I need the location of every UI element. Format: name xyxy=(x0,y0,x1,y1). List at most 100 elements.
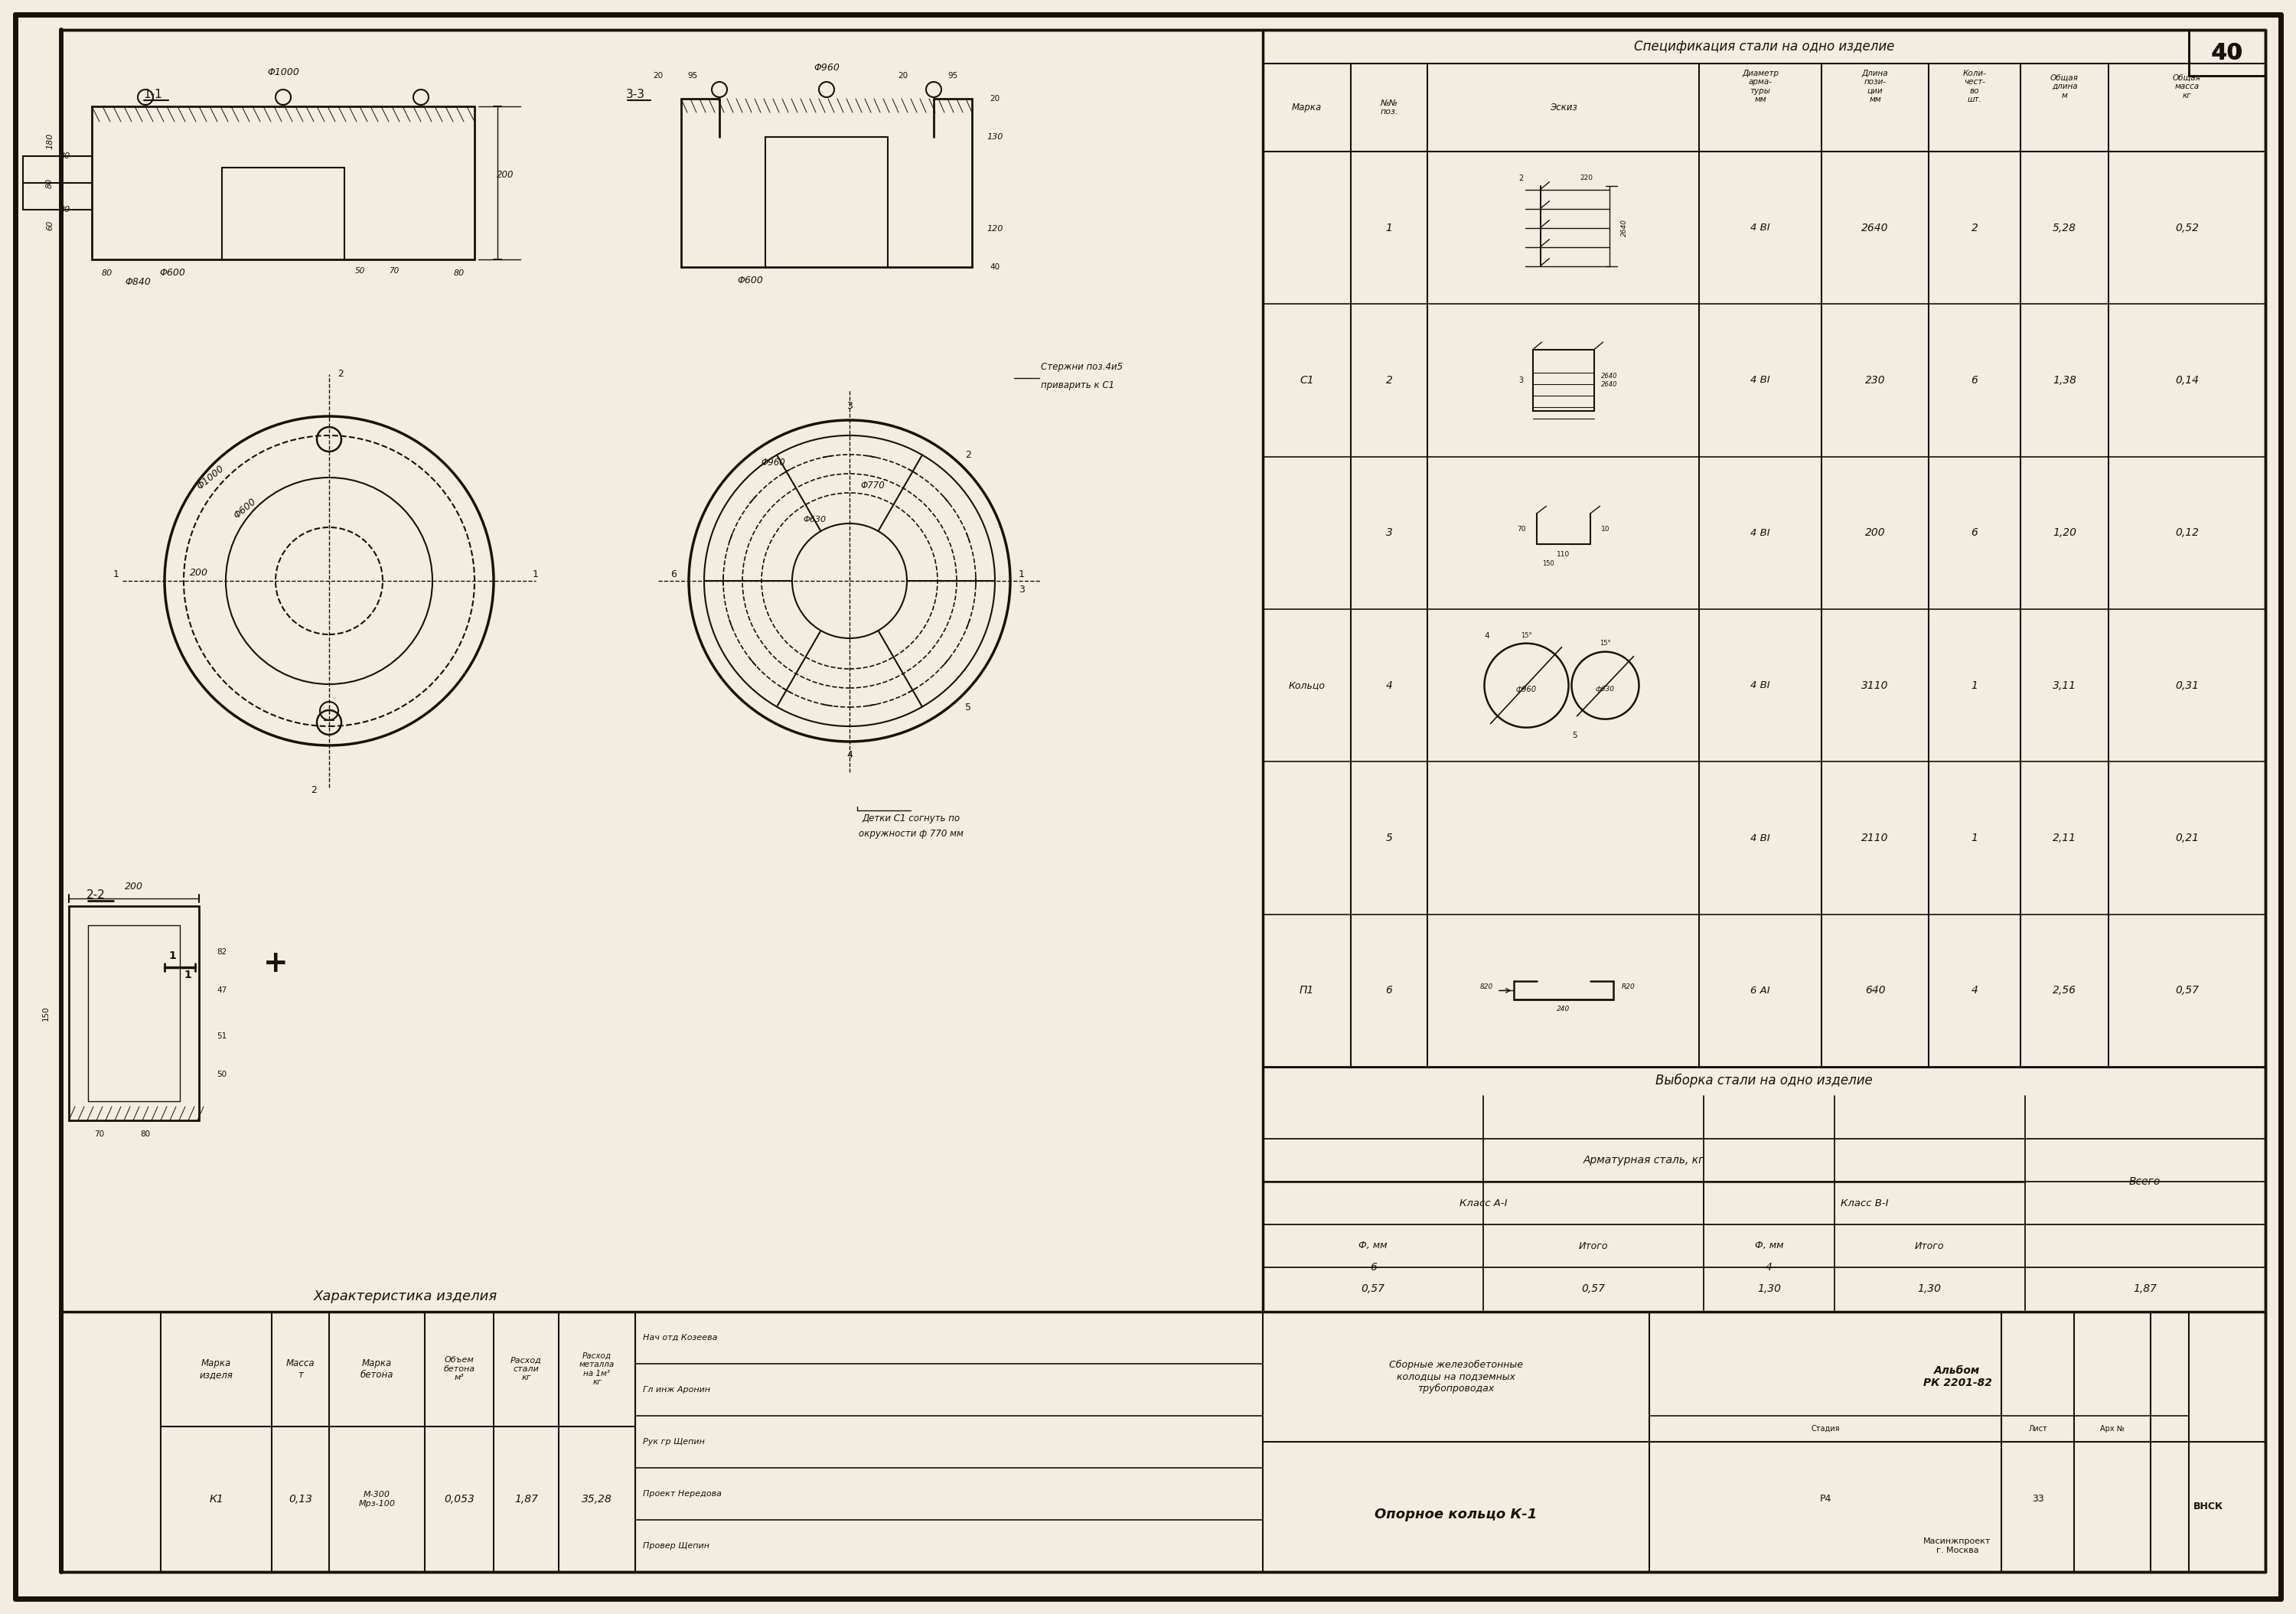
Text: Опорное кольцо К-1: Опорное кольцо К-1 xyxy=(1375,1507,1538,1522)
Text: Φ770: Φ770 xyxy=(861,481,884,491)
Text: 80: 80 xyxy=(101,270,113,278)
Text: 150: 150 xyxy=(1543,560,1554,567)
Text: 0,57: 0,57 xyxy=(1362,1283,1384,1294)
Text: 0,52: 0,52 xyxy=(2174,223,2200,232)
Text: Коли-
чест-
во
шт.: Коли- чест- во шт. xyxy=(1963,69,1986,103)
Text: 20: 20 xyxy=(652,73,664,79)
Text: Класс В-I: Класс В-I xyxy=(1841,1198,1887,1207)
Text: 47: 47 xyxy=(216,986,227,994)
Text: 6: 6 xyxy=(1972,374,1977,386)
Text: 2: 2 xyxy=(1518,174,1525,182)
Text: 5: 5 xyxy=(1387,833,1391,844)
Text: 51: 51 xyxy=(216,1033,227,1039)
Text: 0,57: 0,57 xyxy=(2174,985,2200,996)
Text: 1: 1 xyxy=(184,970,191,980)
Text: 3: 3 xyxy=(847,402,852,412)
Text: Проект Нередова: Проект Нередова xyxy=(643,1490,721,1498)
Text: 15°: 15° xyxy=(1520,633,1531,639)
Text: 6: 6 xyxy=(670,570,677,579)
Text: 130: 130 xyxy=(987,134,1003,140)
Text: Масинжпроект
г. Москва: Масинжпроект г. Москва xyxy=(1924,1538,1991,1554)
Text: Гл инж Аронин: Гл инж Аронин xyxy=(643,1386,709,1393)
Text: Φ960: Φ960 xyxy=(813,63,840,73)
Text: 640: 640 xyxy=(1864,985,1885,996)
Text: 1: 1 xyxy=(1387,223,1391,232)
Text: 70: 70 xyxy=(388,266,400,274)
Text: 80: 80 xyxy=(60,152,71,160)
Text: 2: 2 xyxy=(964,450,971,460)
Text: приварить к С1: приварить к С1 xyxy=(1040,381,1114,391)
Text: 4: 4 xyxy=(847,751,852,760)
Text: 3: 3 xyxy=(1019,584,1024,596)
Text: Нач отд Козеева: Нач отд Козеева xyxy=(643,1333,716,1341)
Text: Φ600: Φ600 xyxy=(232,495,257,520)
Text: 1: 1 xyxy=(1019,570,1024,579)
Text: 50: 50 xyxy=(216,1070,227,1078)
Text: 3: 3 xyxy=(1518,376,1525,384)
Text: 6: 6 xyxy=(1387,985,1391,996)
Text: 95: 95 xyxy=(687,73,698,79)
Text: 4: 4 xyxy=(1766,1262,1773,1273)
Text: 5: 5 xyxy=(964,702,971,712)
Bar xyxy=(69,905,200,1120)
Text: 4 ВI: 4 ВI xyxy=(1750,528,1770,537)
Text: 3: 3 xyxy=(1387,528,1391,537)
Text: 110: 110 xyxy=(1557,550,1570,558)
Text: Φ600: Φ600 xyxy=(158,268,186,278)
Text: 120: 120 xyxy=(987,224,1003,232)
Text: 80: 80 xyxy=(60,207,71,213)
Text: 2: 2 xyxy=(1387,374,1391,386)
Text: 2: 2 xyxy=(1972,223,1977,232)
Text: 2: 2 xyxy=(338,370,344,379)
Text: Провер Щепин: Провер Щепин xyxy=(643,1541,709,1549)
Text: Характеристика изделия: Характеристика изделия xyxy=(315,1290,498,1302)
Text: 1: 1 xyxy=(1972,833,1977,844)
Bar xyxy=(1263,1067,2266,1312)
Text: 20: 20 xyxy=(990,95,1001,103)
Text: 230: 230 xyxy=(1864,374,1885,386)
Text: 5,28: 5,28 xyxy=(2053,223,2076,232)
Text: 2: 2 xyxy=(310,784,317,794)
Text: 60: 60 xyxy=(46,220,53,231)
Text: ВНСК: ВНСК xyxy=(2193,1503,2223,1512)
Text: 180: 180 xyxy=(46,132,53,148)
Bar xyxy=(87,925,179,1101)
Text: Общая
длина
м: Общая длина м xyxy=(2050,74,2078,98)
Text: Ф, мм: Ф, мм xyxy=(1359,1241,1387,1251)
Text: Φ960: Φ960 xyxy=(760,457,785,466)
Text: Стержни поз.4и5: Стержни поз.4и5 xyxy=(1040,362,1123,371)
Text: 3,11: 3,11 xyxy=(2053,679,2076,691)
Text: Марка: Марка xyxy=(1293,103,1322,113)
Text: 2-2: 2-2 xyxy=(87,889,106,901)
Text: Лист: Лист xyxy=(2027,1425,2048,1433)
Text: С1: С1 xyxy=(1300,374,1313,386)
Text: 80: 80 xyxy=(455,270,464,278)
Text: 6: 6 xyxy=(1972,528,1977,537)
Text: 2640
2640: 2640 2640 xyxy=(1600,373,1616,387)
Text: 40: 40 xyxy=(2213,42,2241,63)
Text: 200: 200 xyxy=(496,171,514,181)
Text: 220: 220 xyxy=(1580,174,1593,181)
Text: R20: R20 xyxy=(1621,983,1635,989)
Text: Кольцо: Кольцо xyxy=(1288,681,1325,691)
Text: 2640: 2640 xyxy=(1621,220,1628,237)
Text: 2110: 2110 xyxy=(1862,833,1890,844)
Text: Сборные железобетонные
колодцы на подземных
трубопроводах: Сборные железобетонные колодцы на подзем… xyxy=(1389,1361,1522,1393)
Text: 80: 80 xyxy=(140,1130,152,1138)
Text: 4 ВI: 4 ВI xyxy=(1750,376,1770,386)
Text: Расход
стали
кг: Расход стали кг xyxy=(510,1356,542,1382)
Text: 0,14: 0,14 xyxy=(2174,374,2200,386)
Text: 10: 10 xyxy=(1600,526,1609,533)
Text: Эскиз: Эскиз xyxy=(1550,103,1577,113)
Text: 3-3: 3-3 xyxy=(625,89,645,100)
Text: Арматурная сталь, кг: Арматурная сталь, кг xyxy=(1584,1156,1704,1165)
Text: 1,38: 1,38 xyxy=(2053,374,2076,386)
Text: 6 АI: 6 АI xyxy=(1750,986,1770,996)
Text: 200: 200 xyxy=(191,568,209,578)
Text: Общая
масса
кг: Общая масса кг xyxy=(2172,74,2202,98)
Text: 0,57: 0,57 xyxy=(1582,1283,1605,1294)
Text: 4: 4 xyxy=(1387,679,1391,691)
Bar xyxy=(1263,29,2266,1067)
Text: Итого: Итого xyxy=(1580,1241,1609,1251)
Text: Диаметр
арма-
туры
мм: Диаметр арма- туры мм xyxy=(1743,69,1779,103)
